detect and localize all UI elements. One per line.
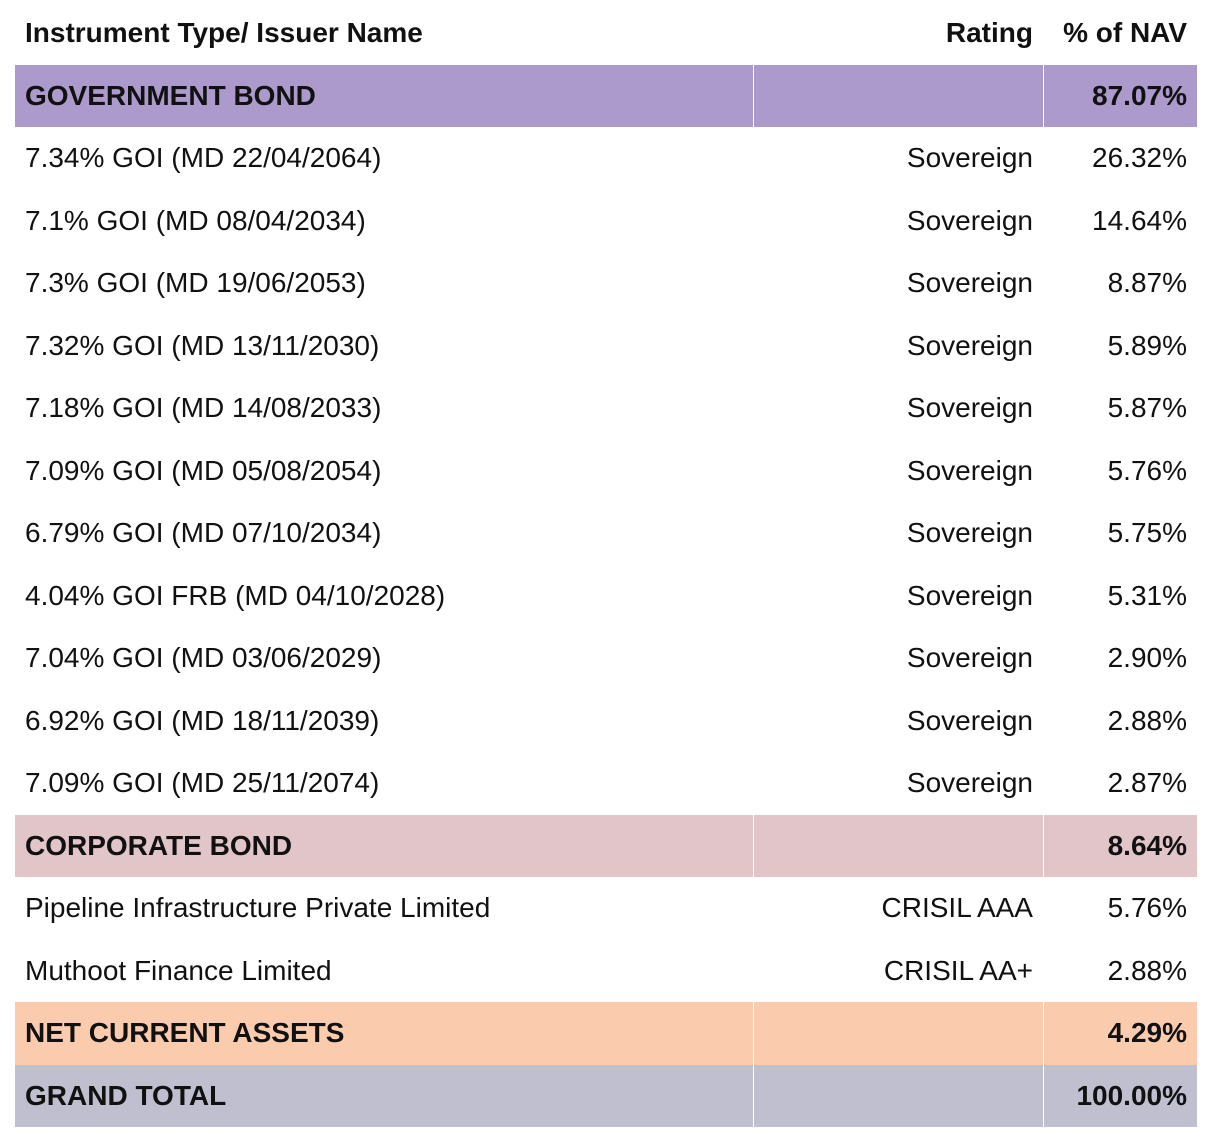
instrument-name: 7.09% GOI (MD 05/08/2054) <box>25 454 382 486</box>
section-row: CORPORATE BOND 8.64% <box>15 814 1197 877</box>
section-total: 4.29% <box>1042 1002 1197 1065</box>
table-row: Pipeline Infrastructure Private Limited C… <box>15 877 1197 940</box>
instrument-nav: 2.90% <box>1107 642 1187 674</box>
instrument-nav: 5.89% <box>1107 329 1187 361</box>
instrument-rating: Sovereign <box>906 767 1033 799</box>
section-total: 100.00% <box>1042 1064 1197 1127</box>
instrument-rating: Sovereign <box>906 704 1033 736</box>
instrument-nav: 5.76% <box>1107 892 1187 924</box>
section-row: GOVERNMENT BOND 87.07% <box>15 64 1197 127</box>
column-header-rating: Rating <box>753 2 1043 65</box>
instrument-name: 7.32% GOI (MD 13/11/2030) <box>25 329 380 361</box>
instrument-name: Muthoot Finance Limited <box>25 954 332 986</box>
section-rating <box>752 1064 1043 1127</box>
instrument-name: 7.09% GOI (MD 25/11/2074) <box>25 767 380 799</box>
instrument-rating: Sovereign <box>906 642 1033 674</box>
instrument-name: 7.1% GOI (MD 08/04/2034) <box>25 204 366 236</box>
instrument-nav: 2.88% <box>1107 704 1187 736</box>
instrument-nav: 5.31% <box>1107 579 1187 611</box>
section-title: NET CURRENT ASSETS <box>25 1017 345 1049</box>
column-header-name: Instrument Type/ Issuer Name <box>15 2 753 65</box>
instrument-name: 7.18% GOI (MD 14/08/2033) <box>25 392 382 424</box>
instrument-rating: Sovereign <box>906 392 1033 424</box>
instrument-rating: Sovereign <box>906 517 1033 549</box>
instrument-rating: Sovereign <box>906 454 1033 486</box>
table-row: 7.18% GOI (MD 14/08/2033) Sovereign 5.87% <box>15 377 1197 440</box>
instrument-rating: Sovereign <box>906 267 1033 299</box>
section-title: CORPORATE BOND <box>25 829 293 861</box>
table-row: 4.04% GOI FRB (MD 04/10/2028) Sovereign 5.… <box>15 565 1197 628</box>
instrument-nav: 5.87% <box>1107 392 1187 424</box>
section-total: 8.64% <box>1042 814 1197 877</box>
holdings-table: Instrument Type/ Issuer Name Rating % of… <box>15 2 1197 1127</box>
instrument-name: 7.3% GOI (MD 19/06/2053) <box>25 267 366 299</box>
table-row: 7.09% GOI (MD 05/08/2054) Sovereign 5.76% <box>15 440 1197 503</box>
instrument-nav: 26.32% <box>1092 142 1187 174</box>
instrument-name: Pipeline Infrastructure Private Limited <box>25 892 491 924</box>
section-title: GRAND TOTAL <box>25 1079 227 1111</box>
section-total: 87.07% <box>1042 64 1197 127</box>
section-title: GOVERNMENT BOND <box>25 79 316 111</box>
instrument-nav: 5.76% <box>1107 454 1187 486</box>
table-row: 7.3% GOI (MD 19/06/2053) Sovereign 8.87% <box>15 252 1197 315</box>
instrument-rating: Sovereign <box>906 579 1033 611</box>
table-row: 6.92% GOI (MD 18/11/2039) Sovereign 2.88% <box>15 690 1197 753</box>
instrument-name: 7.04% GOI (MD 03/06/2029) <box>25 642 382 674</box>
section-row: GRAND TOTAL 100.00% <box>15 1064 1197 1127</box>
section-row: NET CURRENT ASSETS 4.29% <box>15 1002 1197 1065</box>
instrument-rating: Sovereign <box>906 204 1033 236</box>
table-row: Muthoot Finance Limited CRISIL AA+ 2.88% <box>15 940 1197 1003</box>
instrument-name: 4.04% GOI FRB (MD 04/10/2028) <box>25 579 446 611</box>
table-row: 7.34% GOI (MD 22/04/2064) Sovereign 26.32% <box>15 127 1197 190</box>
instrument-name: 7.34% GOI (MD 22/04/2064) <box>25 142 382 174</box>
instrument-nav: 8.87% <box>1107 267 1187 299</box>
table-header-row: Instrument Type/ Issuer Name Rating % of… <box>15 2 1197 65</box>
instrument-name: 6.92% GOI (MD 18/11/2039) <box>25 704 380 736</box>
instrument-rating: Sovereign <box>906 329 1033 361</box>
column-header-nav: % of NAV <box>1043 2 1197 65</box>
section-rating <box>752 64 1043 127</box>
instrument-nav: 2.88% <box>1107 954 1187 986</box>
instrument-rating: CRISIL AA+ <box>883 954 1033 986</box>
instrument-name: 6.79% GOI (MD 07/10/2034) <box>25 517 382 549</box>
section-rating <box>752 1002 1043 1065</box>
section-rating <box>752 814 1043 877</box>
table-row: 7.1% GOI (MD 08/04/2034) Sovereign 14.64% <box>15 190 1197 253</box>
instrument-rating: CRISIL AAA <box>881 892 1033 924</box>
table-row: 7.09% GOI (MD 25/11/2074) Sovereign 2.87% <box>15 752 1197 815</box>
table-row: 7.04% GOI (MD 03/06/2029) Sovereign 2.90% <box>15 627 1197 690</box>
instrument-nav: 14.64% <box>1092 204 1187 236</box>
table-body: GOVERNMENT BOND 87.07% 7.34% GOI (MD 22/04… <box>15 64 1197 1127</box>
instrument-nav: 2.87% <box>1107 767 1187 799</box>
table-row: 6.79% GOI (MD 07/10/2034) Sovereign 5.75% <box>15 502 1197 565</box>
instrument-nav: 5.75% <box>1107 517 1187 549</box>
instrument-rating: Sovereign <box>906 142 1033 174</box>
table-row: 7.32% GOI (MD 13/11/2030) Sovereign 5.89% <box>15 315 1197 378</box>
